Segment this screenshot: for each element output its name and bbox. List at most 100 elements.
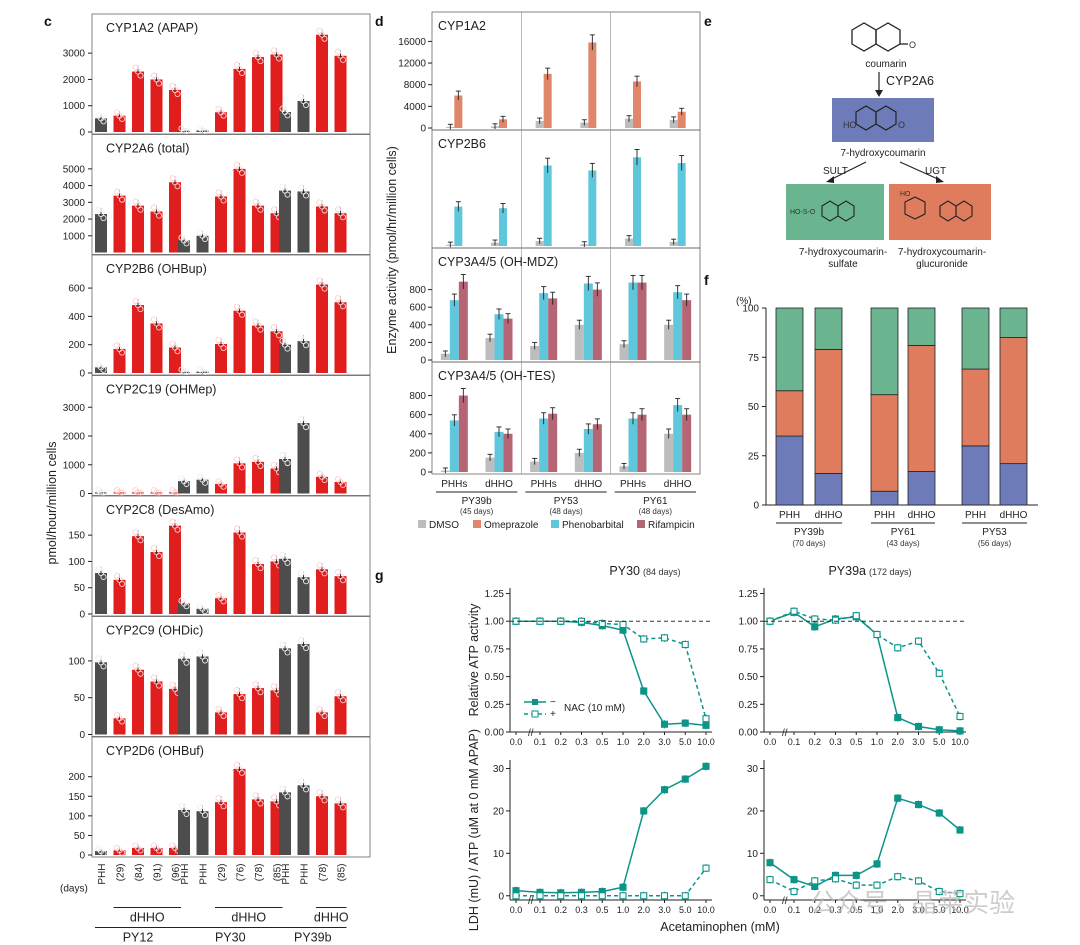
c-tick-label: 1000 [63, 101, 86, 112]
g-left-atp-point-plus [619, 621, 627, 629]
c-dot [220, 344, 227, 351]
g-right-ldh-point-minus [914, 800, 923, 809]
d-bar [633, 81, 641, 128]
panel-label-c: c [44, 13, 52, 29]
g-left-atp-point-minus [640, 687, 648, 695]
c-x-label: PHH [281, 864, 292, 885]
d-x-label: PHHs [531, 479, 557, 490]
g-right-ldh-line-minus [769, 797, 961, 888]
g-right-ldh-point-plus [914, 877, 923, 885]
g-right-ldh-x-tick-label: 3.0 [912, 905, 925, 915]
c-dot [97, 489, 105, 496]
d-tick-label: 400 [409, 429, 426, 440]
c-dot [238, 533, 246, 540]
d-panel-title: CYP1A2 [438, 19, 486, 33]
sulfate-label-line2: sulfate [828, 259, 858, 270]
d-x-label: PHHs [441, 479, 467, 490]
g-legend-plus: + [550, 709, 556, 720]
c-dot [174, 526, 181, 533]
c-dot [118, 115, 126, 122]
panel-e-pathway-diagram: O coumarin CYP2A6 HO O 7-hydroxycoumarin… [786, 22, 991, 270]
g-right-atp-x-tick-label: 1.0 [871, 737, 884, 747]
f-bar-segment-sulf [961, 307, 990, 370]
d-x-label: PHHs [620, 479, 646, 490]
f-bar-segment-gluc [814, 348, 843, 474]
g-right-atp-x-tick-label: 0.5 [850, 737, 863, 747]
c-dot [155, 80, 163, 87]
c-x-label: (84) [134, 864, 145, 882]
c-dot [201, 235, 209, 242]
g-left-ldh-x-tick-label: 0.5 [596, 905, 609, 915]
c-dot [284, 649, 291, 656]
g-left-atp-tick-label: 1.25 [485, 589, 505, 600]
c-bar [279, 112, 291, 132]
c-dot [183, 810, 190, 818]
g-left-atp-point-plus [660, 634, 669, 642]
g-right-atp-x-tick-label: 5.0 [933, 737, 946, 747]
g-right-atp-point-plus [831, 616, 840, 624]
f-bar-segment-gluc [999, 337, 1028, 465]
d-bar [592, 424, 602, 472]
d-bar [440, 353, 450, 360]
g-right-ldh-x-tick-label: 0.3 [829, 905, 842, 915]
svg-text:HO: HO [843, 120, 857, 130]
g-right-atp-x-tick-label: 2.0 [891, 737, 904, 747]
g-left-ldh-axis-break: // [528, 896, 534, 907]
d-tick-label: 12000 [398, 59, 426, 70]
glucuronide-label-line1: 7-hydroxycoumarin- [898, 247, 986, 258]
g-right-ldh-point-minus [894, 794, 902, 802]
c-dot [199, 127, 206, 134]
g-right-atp-point-plus [935, 669, 943, 677]
d-bar [682, 300, 692, 360]
g-left-atp-tick-label: 1.00 [485, 617, 505, 628]
d-tick-label: 200 [409, 338, 426, 349]
c-dot [284, 345, 291, 352]
c-group-name: PY39b [294, 931, 332, 945]
c-dot [137, 537, 144, 544]
f-x-label: PHH [874, 510, 895, 521]
c-bar [169, 89, 181, 132]
g-left-atp-point-minus [660, 720, 669, 728]
d-tick-label: 600 [409, 303, 426, 314]
c-bar [252, 688, 264, 735]
watermark: 公众号 · 晶莱实验 [810, 888, 1015, 918]
c-dot [201, 368, 209, 376]
d-bar [548, 298, 558, 360]
c-dot [302, 644, 310, 652]
d-bar [583, 283, 593, 360]
c-dot [275, 55, 283, 62]
c-dot [118, 718, 126, 725]
f-bar-segment-hc [961, 445, 990, 506]
f-bar-segment-hc [907, 471, 936, 506]
c-dot [183, 240, 190, 247]
c-dot [201, 127, 209, 135]
c-bar [178, 658, 190, 735]
g-right-atp-point-plus [790, 607, 798, 615]
d-x-label: dHHO [574, 479, 602, 490]
d-legend-label: Rifampicin [648, 520, 695, 531]
f-bar-segment-hc [999, 463, 1028, 506]
g-left-atp-axis-break: // [528, 728, 534, 739]
c-dot [321, 285, 328, 292]
g-right-atp-tick-label: 0.00 [739, 728, 759, 739]
c-dot [183, 480, 190, 488]
c-bar [252, 325, 264, 373]
c-panel-frame [91, 616, 371, 737]
d-panel-title: CYP3A4/5 (OH-TES) [438, 369, 555, 383]
g-left-ldh-tick-label: 20 [493, 806, 505, 817]
g-left-ldh-x-tick-label: 0.0 [510, 905, 523, 915]
d-bar [628, 418, 638, 472]
panel-d-y-axis-label: Enzyme activity (pmol/hr/million cells) [385, 146, 399, 354]
c-bar [316, 284, 328, 373]
d-bar [530, 461, 540, 472]
g-left-atp-point-minus [702, 721, 710, 729]
g-right-ldh-point-plus [811, 877, 819, 885]
c-dot [116, 489, 123, 496]
hydroxycoumarin-label: 7-hydroxycoumarin [840, 148, 925, 159]
c-panel-frame [91, 13, 371, 135]
d-tick-label: 400 [409, 320, 426, 331]
f-bar-segment-gluc [961, 368, 990, 447]
c-bar [334, 302, 347, 373]
c-dot [257, 689, 264, 696]
g-right-ldh-tick-label: 10 [747, 849, 759, 860]
